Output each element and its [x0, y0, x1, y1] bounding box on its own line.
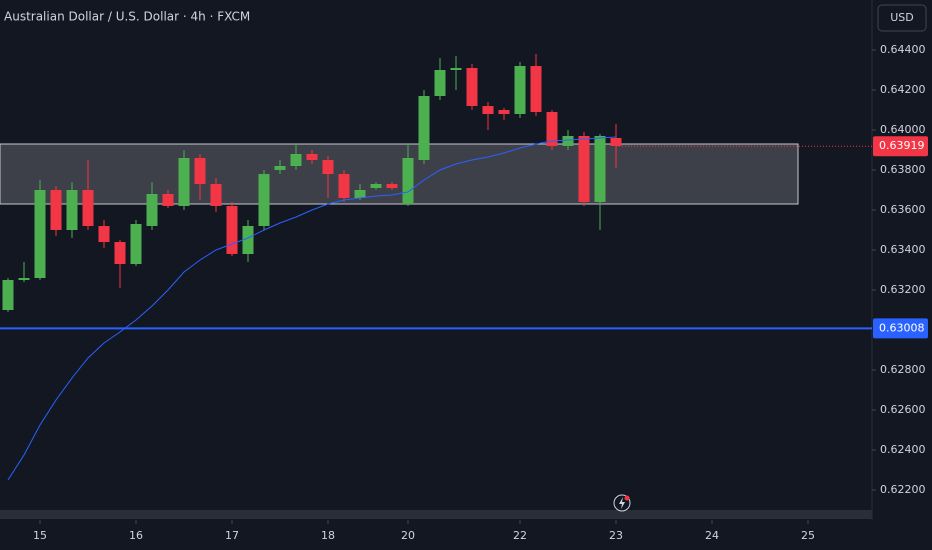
- y-tick-label: 0.64000: [880, 123, 926, 136]
- chart-title: Australian Dollar / U.S. Dollar · 4h · F…: [4, 10, 250, 24]
- y-tick-label: 0.62800: [880, 363, 926, 376]
- candle-body: [610, 138, 622, 146]
- candle-body: [386, 184, 398, 188]
- last-price-label: 0.63919: [879, 139, 925, 152]
- x-tick-label: 17: [225, 529, 239, 542]
- y-tick-label: 0.62200: [880, 483, 926, 496]
- candle-body: [546, 112, 558, 146]
- candle-body: [66, 190, 78, 230]
- candle-body: [34, 190, 46, 278]
- x-tick-label: 23: [609, 529, 623, 542]
- candle-body: [354, 190, 366, 198]
- y-tick-label: 0.62600: [880, 403, 926, 416]
- currency-button[interactable]: [877, 4, 927, 32]
- line-price-box: [873, 318, 928, 339]
- candle-body: [370, 184, 382, 188]
- y-tick-label: 0.63600: [880, 203, 926, 216]
- candle-body: [114, 242, 126, 264]
- candle-body: [290, 154, 302, 166]
- candle-body: [50, 190, 62, 230]
- candle-body: [498, 110, 510, 114]
- candle-body: [466, 68, 478, 106]
- candle-body: [306, 154, 318, 160]
- y-tick-label: 0.64200: [880, 83, 926, 96]
- candle-body: [130, 224, 142, 264]
- candle-body: [482, 106, 494, 114]
- line-price-label: 0.63008: [879, 321, 925, 334]
- candle-body: [418, 96, 430, 160]
- candle-body: [434, 70, 446, 96]
- event-icon-bolt: [619, 497, 625, 509]
- candle-body: [178, 158, 190, 206]
- y-tick-label: 0.63200: [880, 283, 926, 296]
- candle-body: [530, 66, 542, 112]
- y-tick-label: 0.63400: [880, 243, 926, 256]
- y-tick-label: 0.63800: [880, 163, 926, 176]
- x-tick-label: 22: [513, 529, 527, 542]
- candle-body: [562, 136, 574, 146]
- currency-label: USD: [890, 11, 914, 24]
- candle-body: [242, 226, 254, 254]
- candle-body: [258, 174, 270, 226]
- zone: [0, 143, 799, 205]
- candle-body: [402, 158, 414, 204]
- x-tick-label: 20: [401, 529, 415, 542]
- candle-body: [514, 66, 526, 114]
- candle-body: [194, 158, 206, 184]
- candle-body: [2, 280, 14, 310]
- event-icon-dot: [624, 495, 630, 501]
- x-tick-label: 25: [801, 529, 815, 542]
- candle-body: [578, 136, 590, 202]
- candle-body: [162, 194, 174, 206]
- candle-body: [98, 226, 110, 242]
- candle-body: [274, 166, 286, 170]
- candle-body: [226, 206, 238, 254]
- x-tick-label: 15: [33, 529, 47, 542]
- x-tick-label: 16: [129, 529, 143, 542]
- y-tick-label: 0.62400: [880, 443, 926, 456]
- x-tick-label: 24: [705, 529, 719, 542]
- moving-average: [7, 136, 617, 481]
- candle-body: [210, 184, 222, 206]
- x-tick-label: 18: [321, 529, 335, 542]
- candle-body: [322, 160, 334, 174]
- candle-body: [450, 68, 462, 70]
- y-tick-label: 0.64400: [880, 43, 926, 56]
- candle-body: [338, 174, 350, 198]
- candle-body: [594, 136, 606, 202]
- candle-body: [146, 194, 158, 226]
- scrollbar[interactable]: [0, 510, 872, 519]
- last-price-box: [873, 136, 928, 157]
- candle-body: [18, 278, 30, 280]
- candle-body: [82, 190, 94, 226]
